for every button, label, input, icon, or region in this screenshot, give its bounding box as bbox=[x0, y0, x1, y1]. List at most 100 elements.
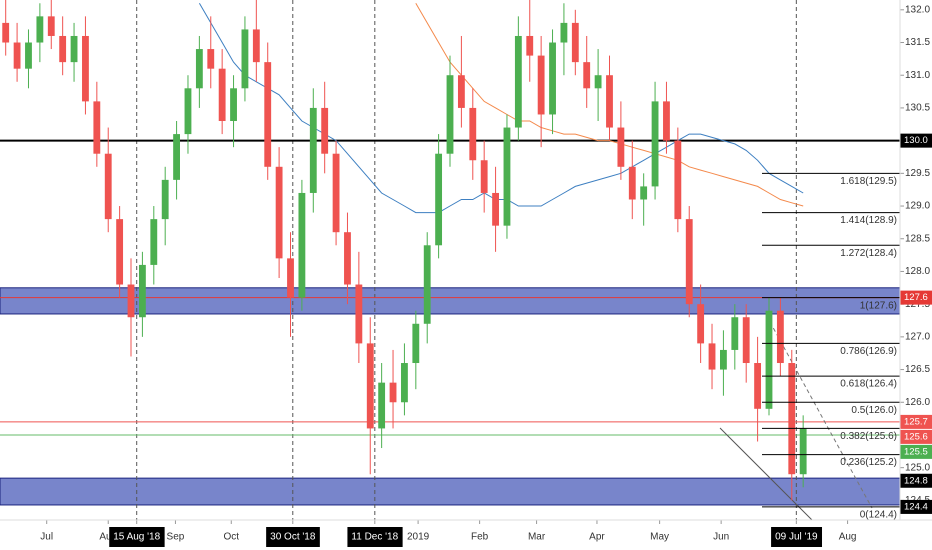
price-tag bbox=[900, 414, 932, 429]
candle-body bbox=[617, 127, 625, 167]
candle-body bbox=[742, 317, 750, 364]
candle-body bbox=[389, 382, 397, 403]
back-layer bbox=[0, 0, 904, 524]
y-tick-label: 130.5 bbox=[905, 103, 930, 114]
trendline bbox=[719, 427, 813, 521]
candle-body bbox=[252, 29, 260, 63]
x-tick-label-highlight: 09 Jul '19 bbox=[775, 532, 818, 543]
candle-body bbox=[2, 22, 10, 43]
x-tick-label-bg bbox=[347, 527, 403, 547]
candle-body bbox=[480, 160, 488, 193]
candle-body bbox=[218, 68, 226, 122]
candle-body bbox=[116, 219, 124, 285]
candle-body bbox=[207, 49, 215, 69]
candle-body bbox=[138, 264, 146, 318]
candle-body bbox=[423, 245, 431, 324]
candle-body bbox=[82, 35, 89, 102]
price-tag bbox=[900, 473, 932, 488]
candle-body bbox=[13, 42, 21, 69]
fib-label: 0.236(125.2) bbox=[840, 457, 897, 468]
moving-average bbox=[198, 3, 804, 214]
trendline-dashed bbox=[769, 321, 873, 509]
x-tick-label: Sep bbox=[167, 532, 185, 543]
candle-body bbox=[788, 363, 796, 475]
zone bbox=[0, 477, 901, 506]
candle-body bbox=[446, 75, 454, 154]
candle-body bbox=[628, 166, 636, 200]
price-tag bbox=[900, 133, 932, 148]
x-tick-label-bg bbox=[266, 527, 320, 547]
x-tick-label: Jul bbox=[40, 532, 53, 543]
fib-label: 0.786(126.9) bbox=[840, 346, 897, 357]
fib-label: 1(127.6) bbox=[860, 300, 897, 311]
x-tick-label: Aug bbox=[839, 532, 857, 543]
candle-body bbox=[401, 363, 408, 403]
candle-body bbox=[332, 153, 340, 233]
candle-body bbox=[549, 42, 556, 115]
candle-body bbox=[230, 88, 237, 122]
zone bbox=[0, 287, 901, 315]
x-tick-label: Apr bbox=[589, 532, 605, 543]
candle-body bbox=[514, 35, 522, 128]
y-tick-label: 131.0 bbox=[905, 70, 930, 81]
candle-body bbox=[594, 75, 602, 89]
price-tag bbox=[900, 499, 932, 514]
y-tick-label: 129.5 bbox=[905, 168, 930, 179]
candle-body bbox=[708, 343, 716, 370]
candle-body bbox=[606, 75, 613, 128]
candle-body bbox=[298, 192, 306, 298]
price-tag bbox=[900, 290, 932, 305]
candle-body bbox=[754, 363, 762, 409]
price-tag bbox=[900, 429, 932, 444]
x-tick-label-highlight: 30 Oct '18 bbox=[270, 532, 316, 543]
candle-body bbox=[799, 428, 807, 475]
candle-body bbox=[640, 186, 648, 200]
candle-body bbox=[765, 310, 773, 409]
y-tick-label: 126.0 bbox=[905, 397, 930, 408]
candle-body bbox=[560, 22, 568, 43]
y-tick-label: 125.0 bbox=[905, 462, 930, 473]
candle-body bbox=[435, 153, 443, 246]
price-tag-label: 127.6 bbox=[904, 292, 928, 303]
fib-label: 1.272(128.4) bbox=[840, 248, 897, 259]
price-tag-label: 125.7 bbox=[904, 416, 928, 427]
x-tick-label: Aug bbox=[99, 532, 117, 543]
fib-label: 0.382(125.6) bbox=[840, 431, 897, 442]
x-tick-label: May bbox=[650, 532, 669, 543]
candle-body bbox=[583, 62, 591, 89]
candle-body bbox=[241, 29, 249, 89]
price-tag-label: 130.0 bbox=[904, 135, 928, 146]
price-tag-label: 125.6 bbox=[904, 431, 928, 442]
fib-label: 0(124.4) bbox=[860, 510, 897, 521]
candle-body bbox=[161, 179, 169, 220]
y-tick-label: 128.5 bbox=[905, 233, 930, 244]
x-tick-label-highlight: 11 Dec '18 bbox=[351, 532, 398, 543]
fib-label: 0.618(126.4) bbox=[840, 379, 897, 390]
candle-body bbox=[36, 16, 44, 43]
candle-body bbox=[355, 284, 363, 344]
y-tick-label: 128.0 bbox=[905, 266, 930, 277]
y-tick-label: 126.5 bbox=[905, 364, 930, 375]
price-tag-label: 124.4 bbox=[904, 501, 928, 512]
candle-body bbox=[663, 101, 670, 141]
candle-body bbox=[731, 317, 739, 350]
candle-body bbox=[503, 127, 511, 226]
x-tick-label-highlight: 15 Aug '18 bbox=[113, 532, 160, 543]
candle-body bbox=[571, 22, 579, 63]
candle-body bbox=[492, 192, 499, 226]
x-tick-label-bg bbox=[109, 527, 165, 547]
price-tag-label: 125.5 bbox=[904, 446, 928, 457]
y-tick-label: 127.0 bbox=[905, 331, 930, 342]
candle-body bbox=[697, 304, 705, 344]
y-tick-label: 132.0 bbox=[905, 4, 930, 15]
candle-body bbox=[309, 107, 317, 193]
x-tick-label-bg bbox=[771, 527, 823, 547]
candle-body bbox=[526, 35, 534, 56]
candle-body bbox=[47, 16, 55, 36]
candle-body bbox=[776, 310, 784, 364]
candle-body bbox=[344, 232, 351, 285]
candle-body bbox=[195, 49, 203, 89]
